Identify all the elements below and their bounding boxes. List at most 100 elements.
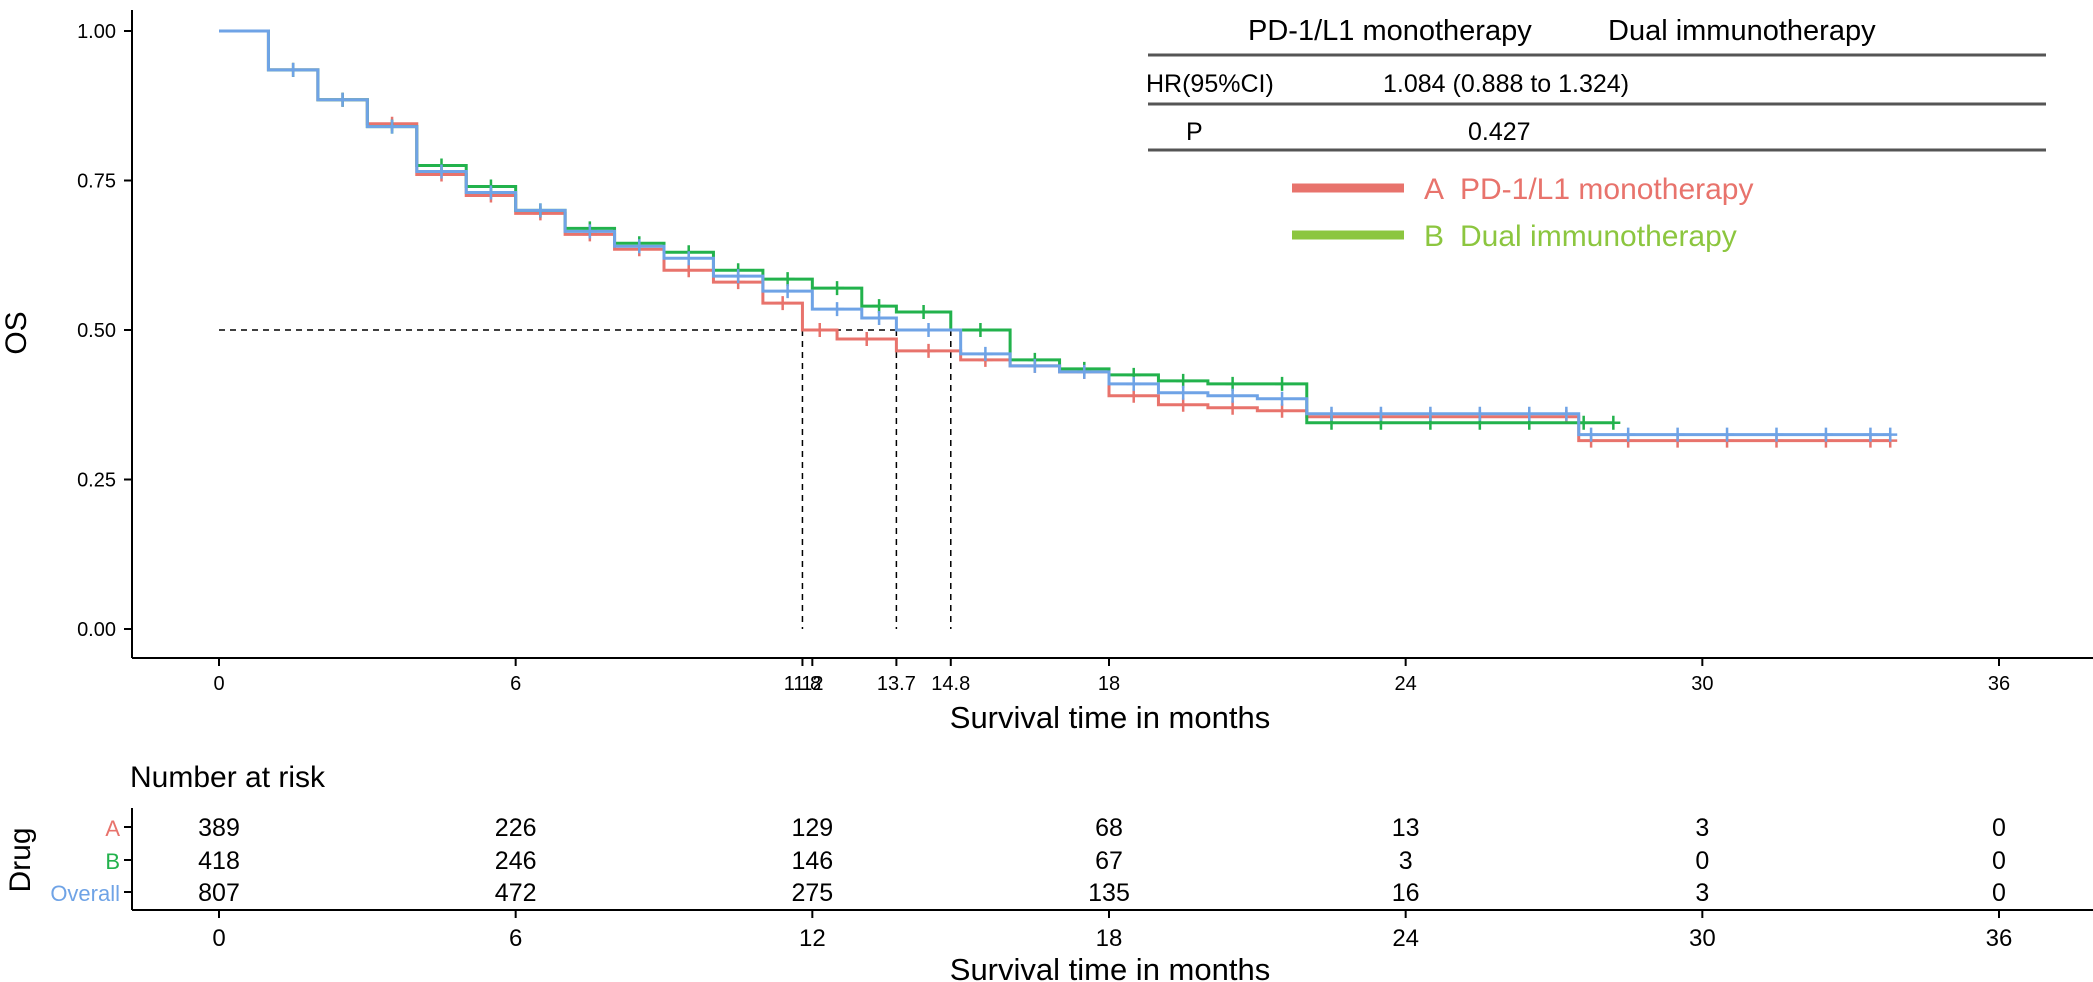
risk-cell: 67 (1095, 847, 1123, 875)
censor-mark-overall (1126, 376, 1141, 391)
censor-mark-a (1176, 397, 1191, 412)
risk-cell: 472 (495, 879, 537, 907)
risk-x-tick-label: 24 (1392, 925, 1419, 952)
risk-cell: 0 (1695, 847, 1709, 875)
stats-hr-value: 1.084 (0.888 to 1.324) (1383, 70, 1629, 98)
censor-mark-b (830, 281, 845, 296)
risk-cell: 3 (1695, 879, 1709, 907)
censor-mark-overall (335, 92, 350, 107)
km-curve-overall (219, 29, 1891, 437)
risk-cell: 0 (1992, 847, 2006, 875)
y-tick-label: 0.25 (77, 470, 116, 492)
censor-mark-b (973, 323, 988, 337)
censor-mark-overall (1883, 427, 1898, 442)
risk-x-tick-label: 18 (1096, 925, 1123, 952)
risk-table-ylabel: Drug (4, 827, 37, 892)
median-tick-label: 11.8 (784, 673, 821, 695)
risk-cell: 418 (198, 847, 240, 875)
censor-mark-overall (1621, 427, 1636, 442)
censor-mark-overall (434, 164, 449, 179)
censor-mark-overall (1373, 406, 1388, 421)
censor-mark-overall (921, 323, 936, 337)
censor-mark-overall (483, 185, 498, 200)
stats-p-label: P (1186, 118, 1203, 146)
risk-cell: 16 (1392, 879, 1420, 907)
risk-cell: 0 (1992, 879, 2006, 907)
risk-cell: 13 (1392, 814, 1420, 842)
risk-cell: 3 (1399, 847, 1413, 875)
y-tick-label: 0.75 (77, 171, 116, 193)
censor-mark-overall (286, 62, 301, 77)
censor-mark-a (921, 343, 936, 358)
legend-label-a: PD-1/L1 monotherapy (1460, 173, 1754, 206)
risk-cell: 807 (198, 879, 240, 907)
censor-mark-b (1225, 376, 1240, 391)
risk-cell: 146 (791, 847, 833, 875)
y-tick-label: 0.50 (77, 320, 116, 342)
censor-mark-overall (1472, 406, 1487, 421)
censor-mark-overall (533, 203, 548, 218)
median-tick-label: 14.8 (931, 673, 970, 695)
y-tick-label: 1.00 (77, 21, 116, 43)
censor-mark-a (1126, 388, 1141, 403)
median-tick-label: 13.7 (877, 673, 916, 695)
censor-mark-b (1275, 376, 1290, 391)
censor-mark-b (1176, 373, 1191, 388)
censor-mark-overall (1522, 406, 1537, 421)
censor-mark-a (812, 323, 827, 337)
censor-mark-overall (1077, 364, 1092, 379)
risk-cell: 3 (1695, 814, 1709, 842)
main-axes (131, 10, 2093, 659)
risk-cell: 389 (198, 814, 240, 842)
risk-table-title: Number at risk (130, 761, 326, 794)
risk-x-tick-label: 0 (212, 925, 225, 952)
stats-col2-header: Dual immunotherapy (1608, 15, 1876, 47)
risk-row-label: A (105, 816, 120, 841)
reference-lines (219, 329, 952, 629)
censor-mark-overall (582, 224, 597, 239)
y-tick-label: 0.00 (77, 619, 116, 641)
legend-key-b: B (1424, 220, 1444, 253)
risk-cell: 275 (791, 879, 833, 907)
censor-mark-overall (872, 311, 887, 326)
censor-mark-a (859, 331, 874, 346)
censor-mark-a (1275, 403, 1290, 418)
x-tick-label: 12 (801, 673, 823, 695)
risk-cell: 135 (1088, 879, 1130, 907)
risk-x-tick-label: 6 (509, 925, 522, 952)
risk-row-label: B (105, 849, 120, 874)
risk-cell: 68 (1095, 814, 1123, 842)
censor-mark-a (1225, 400, 1240, 415)
censor-mark-overall (1769, 427, 1784, 442)
censor-mark-overall (632, 239, 647, 254)
censor-mark-overall (1027, 358, 1042, 373)
censor-mark-b (916, 305, 931, 320)
censor-mark-overall (780, 284, 795, 299)
risk-cell: 246 (495, 847, 537, 875)
risk-x-tick-label: 30 (1689, 925, 1716, 952)
y-axis-label: OS (0, 311, 33, 354)
risk-x-axis-label: Survival time in months (950, 952, 1270, 982)
risk-x-tick-label: 12 (799, 925, 826, 952)
legend: A PD-1/L1 monotherapy B Dual immunothera… (1292, 173, 1754, 253)
x-tick-label: 36 (1988, 673, 2010, 695)
censor-mark-overall (1423, 406, 1438, 421)
censor-mark-overall (1559, 406, 1574, 421)
x-tick-label: 30 (1691, 673, 1713, 695)
censor-mark-overall (978, 346, 993, 361)
censor-mark-overall (1275, 391, 1290, 406)
x-tick-label: 24 (1395, 673, 1417, 695)
risk-cell: 0 (1992, 814, 2006, 842)
x-tick-label: 6 (510, 673, 521, 695)
censor-mark-overall (1225, 388, 1240, 403)
x-ticks: 0 6 12 18 24 30 36 11.8 13.7 14.8 (213, 658, 2010, 695)
censor-mark-overall (830, 302, 845, 317)
stats-table: PD-1/L1 monotherapy Dual immunotherapy H… (1146, 15, 2046, 152)
censor-mark-overall (1818, 427, 1833, 442)
legend-key-a: A (1424, 173, 1444, 206)
stats-hr-label: HR(95%CI) (1146, 70, 1274, 98)
censor-mark-a (775, 296, 790, 311)
censor-mark-overall (1324, 406, 1339, 421)
censor-mark-overall (1670, 427, 1685, 442)
